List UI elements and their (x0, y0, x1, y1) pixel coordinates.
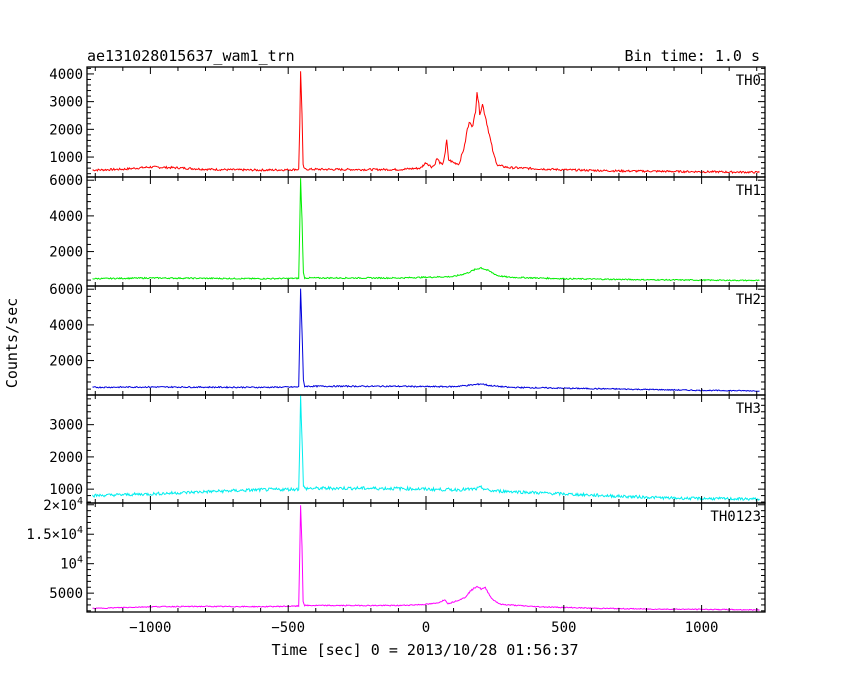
y-axis-label: Counts/sec (3, 298, 21, 388)
y-tick-label: 104 (60, 555, 83, 573)
panel-th0: 1000 2000 3000 4000 TH0 (49, 66, 766, 178)
y-tick-label: 2000 (49, 450, 83, 466)
y-tick-label: 3000 (49, 418, 83, 434)
y-tick-label: 2000 (49, 354, 83, 370)
y-tick-label: 2000 (49, 245, 83, 261)
y-tick-label-exponent: 4 (77, 555, 83, 566)
x-tick-label: 1000 (685, 620, 719, 636)
y-tick-label-exponent: 4 (77, 496, 83, 507)
panel-frame (86, 502, 766, 613)
y-tick-label: 6000 (49, 282, 83, 298)
panel-th1: 2000 4000 6000 TH1 (49, 173, 766, 287)
y-tick-label: 4000 (49, 318, 83, 334)
y-tick-label: 2000 (49, 122, 83, 138)
series-line-th0 (92, 71, 760, 174)
y-tick-label-base: 10 (60, 557, 77, 573)
series-line-th2 (92, 288, 760, 392)
panel-label: TH3 (736, 401, 761, 417)
series-line-th0123 (92, 505, 760, 611)
chart-title: ae131028015637_wam1_trn (87, 47, 295, 65)
x-tick-label: 500 (551, 620, 576, 636)
y-tick-label-exponent: 4 (77, 525, 83, 536)
panel-label: TH2 (736, 292, 761, 308)
panel-frame (86, 285, 766, 396)
x-axis-label: Time [sec] 0 = 2013/10/28 01:56:37 (271, 641, 578, 659)
x-tick-label: −500 (271, 620, 305, 636)
x-tick-label: 0 (422, 620, 430, 636)
panel-frame (86, 394, 766, 504)
bin-time-label: Bin time: 1.0 s (625, 47, 760, 65)
panel-label: TH0 (736, 73, 761, 89)
y-tick-label: 2×104 (43, 496, 83, 514)
panel-th2: 2000 4000 6000 TH2 (49, 282, 766, 396)
y-tick-label: 1000 (49, 150, 83, 166)
series-line-th3 (92, 394, 760, 502)
panel-th3: 1000 2000 3000 TH3 (49, 394, 766, 504)
y-tick-label-base: 2×10 (43, 498, 77, 514)
panel-label: TH0123 (710, 509, 761, 525)
y-tick-label: 4000 (49, 209, 83, 225)
y-tick-label: 5000 (49, 586, 83, 602)
panel-frame (86, 66, 766, 178)
y-tick-label: 1000 (49, 482, 83, 498)
x-tick-label: −1000 (129, 620, 171, 636)
y-tick-label-base: 1.5×10 (26, 527, 77, 543)
panel-frame (86, 176, 766, 287)
y-tick-label: 4000 (49, 67, 83, 83)
y-tick-label: 3000 (49, 95, 83, 111)
panel-label: TH1 (736, 183, 761, 199)
y-tick-label: 1.5×104 (26, 525, 83, 543)
y-tick-label: 6000 (49, 173, 83, 189)
series-line-th1 (92, 178, 760, 282)
